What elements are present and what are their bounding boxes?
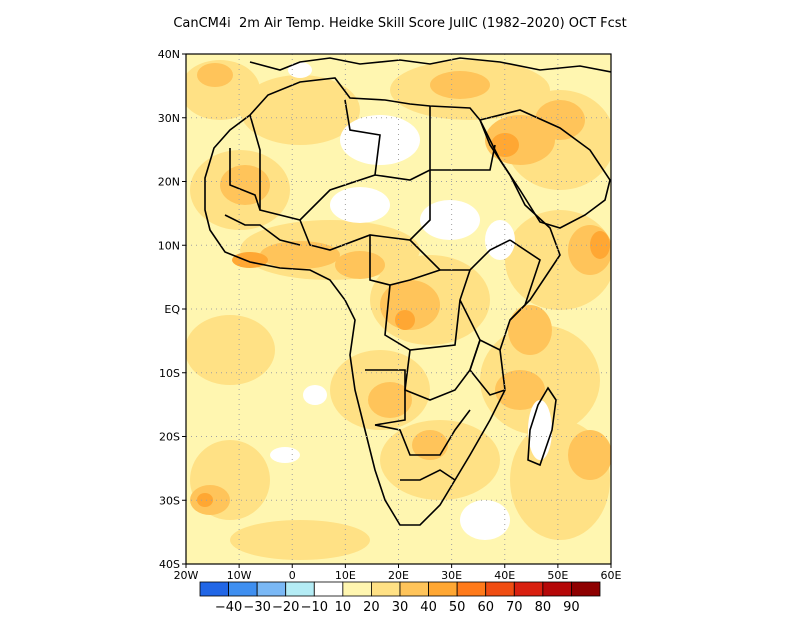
x-tick-label: 10E [335, 569, 356, 582]
y-tick-label: 30N [158, 112, 180, 125]
page-title: CanCM4i 2m Air Temp. Heidke Skill Score … [173, 16, 627, 31]
x-tick-label: 20W [174, 569, 199, 582]
colorbar-label: 20 [363, 600, 380, 615]
colorbar-label: −40 [215, 600, 242, 615]
x-tick-label: 50E [547, 569, 568, 582]
colorbar-label: 40 [420, 600, 437, 615]
x-tick-label: 30E [441, 569, 462, 582]
x-tick-label: 20E [388, 569, 409, 582]
y-axis: 40N 30N 20N 10N EQ 10S 20S 30S 40S [158, 48, 186, 571]
colorbar-swatch [371, 581, 401, 597]
y-tick-label: 40N [158, 48, 180, 61]
colorbar-label: 30 [392, 600, 409, 615]
colorbar-label: −20 [272, 600, 299, 615]
colorbar-labels: −40 −30 −20 −10 10 20 30 40 50 60 70 80 90 [215, 600, 580, 615]
y-tick-label: 10N [158, 239, 180, 252]
colorbar-label: 60 [477, 600, 494, 615]
colorbar-swatch [428, 581, 458, 597]
y-tick-label: 10S [159, 367, 180, 380]
colorbar-label: −10 [301, 600, 328, 615]
colorbar-label: 50 [449, 600, 466, 615]
colorbar-swatch [456, 581, 487, 597]
colorbar-swatch [256, 581, 287, 597]
x-tick-label: 60E [601, 569, 622, 582]
colorbar-swatch [485, 581, 515, 597]
colorbar-swatch [571, 581, 601, 597]
y-tick-label: 20N [158, 176, 180, 189]
x-axis: 20W 10W 0 10E 20E 30E 40E 50E 60E [174, 564, 622, 582]
colorbar-swatch [513, 581, 544, 597]
x-tick-label: 40E [494, 569, 515, 582]
colorbar [199, 581, 601, 597]
colorbar-label: 90 [563, 600, 580, 615]
coastlines [204, 57, 611, 526]
skill-field [186, 54, 611, 564]
colorbar-swatch [313, 581, 344, 597]
y-tick-label: EQ [164, 303, 180, 316]
colorbar-label: 10 [335, 600, 352, 615]
colorbar-swatch [399, 581, 429, 597]
colorbar-label: 70 [506, 600, 523, 615]
y-tick-label: 40S [159, 558, 180, 571]
colorbar-label: 80 [535, 600, 552, 615]
y-tick-label: 20S [159, 431, 180, 444]
grid-lines [186, 54, 611, 564]
colorbar-label: −30 [243, 600, 270, 615]
colorbar-swatch [199, 581, 229, 597]
colorbar-swatch [285, 581, 315, 597]
x-tick-label: 0 [289, 569, 296, 582]
colorbar-swatch [228, 581, 258, 597]
colorbar-swatch [542, 581, 572, 597]
x-tick-label: 10W [227, 569, 252, 582]
colorbar-swatch [342, 581, 372, 597]
y-tick-label: 30S [159, 494, 180, 507]
